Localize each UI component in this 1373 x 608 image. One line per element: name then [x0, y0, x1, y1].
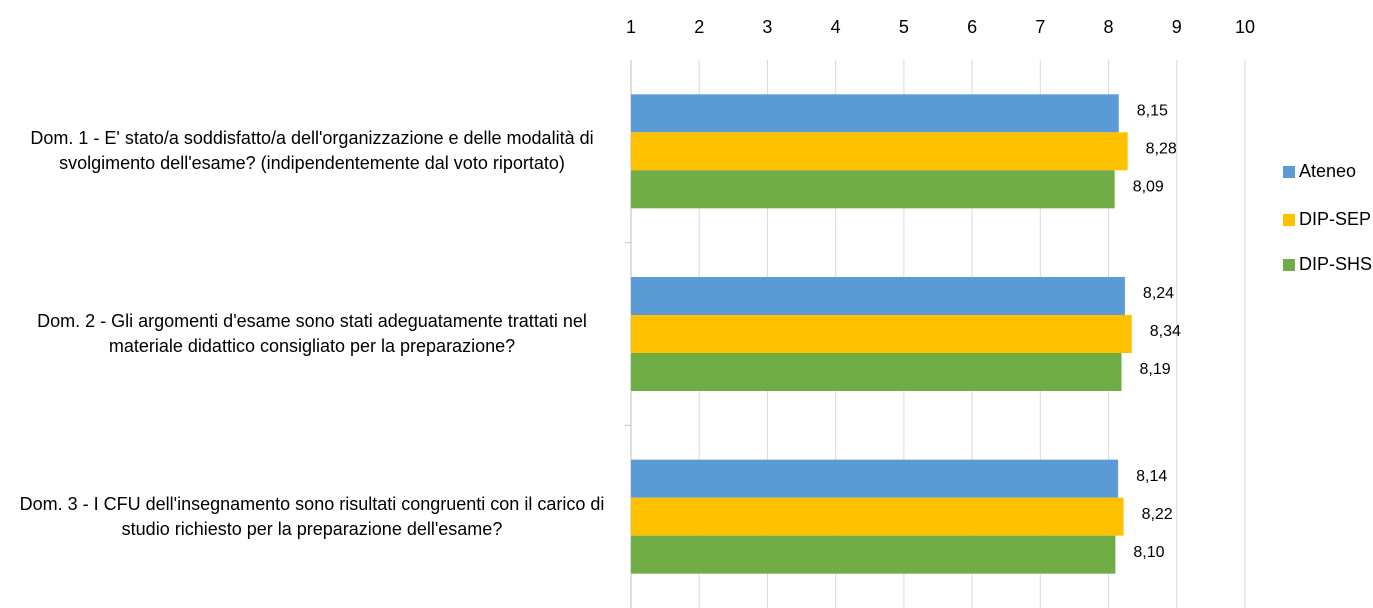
category-label: Dom. 2 - Gli argomenti d'esame sono stat… — [37, 311, 587, 356]
value-label: 8,34 — [1150, 323, 1181, 340]
x-tick-label: 7 — [1035, 17, 1045, 37]
value-label: 8,19 — [1140, 361, 1171, 378]
legend-label: DIP-SHS — [1299, 254, 1372, 274]
value-label: 8,22 — [1142, 506, 1173, 523]
value-label: 8,10 — [1133, 544, 1164, 561]
bar — [631, 94, 1119, 133]
bar — [631, 459, 1119, 498]
bar — [631, 497, 1124, 536]
x-tick-label: 3 — [762, 17, 772, 37]
bar — [631, 315, 1132, 353]
legend-swatch — [1283, 166, 1295, 178]
x-tick-label: 6 — [967, 17, 977, 37]
x-tick-label: 4 — [831, 17, 841, 37]
x-tick-label: 10 — [1235, 17, 1255, 37]
bar — [631, 277, 1125, 315]
value-label: 8,14 — [1136, 468, 1167, 485]
x-tick-label: 1 — [626, 17, 636, 37]
category-label: Dom. 3 - I CFU dell'insegnamento sono ri… — [19, 493, 605, 539]
x-tick-label: 2 — [694, 17, 704, 37]
bar — [631, 132, 1128, 171]
bar — [631, 535, 1116, 574]
x-tick-label: 8 — [1104, 17, 1114, 37]
x-tick-label: 9 — [1172, 17, 1182, 37]
legend-swatch — [1283, 259, 1295, 271]
value-label: 8,09 — [1133, 179, 1164, 196]
value-label: 8,15 — [1137, 103, 1168, 120]
value-label: 8,28 — [1146, 141, 1177, 158]
legend-label: DIP-SEP — [1299, 209, 1371, 229]
bar — [631, 170, 1115, 209]
legend-label: Ateneo — [1299, 161, 1356, 181]
category-label: Dom. 1 - E' stato/a soddisfatto/a dell'o… — [30, 128, 594, 174]
value-label: 8,24 — [1143, 285, 1174, 302]
x-tick-label: 5 — [899, 17, 909, 37]
bar — [631, 353, 1122, 391]
legend-swatch — [1283, 214, 1295, 226]
